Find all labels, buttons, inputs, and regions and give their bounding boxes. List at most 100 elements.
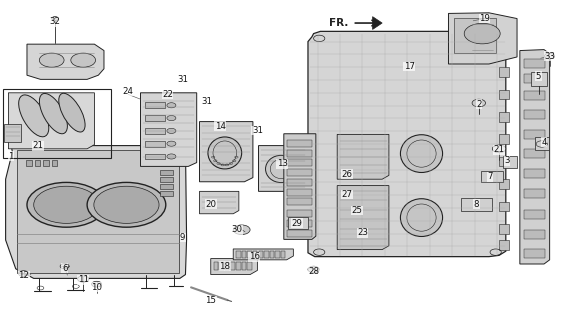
Bar [499,67,509,77]
Bar [236,251,241,258]
Polygon shape [520,50,550,264]
Bar [247,251,252,258]
Bar [499,202,509,211]
Bar [524,91,545,100]
Bar [524,189,545,198]
Bar [287,198,312,205]
Polygon shape [17,150,179,273]
Text: 22: 22 [162,90,173,99]
Text: 14: 14 [215,122,226,131]
Bar [219,262,224,270]
Bar [499,112,509,122]
Circle shape [167,154,176,159]
Polygon shape [200,191,239,214]
Bar [524,230,545,239]
Bar [214,262,218,270]
Bar [287,150,312,157]
Bar [145,115,165,121]
Ellipse shape [39,93,67,134]
Bar [264,251,269,258]
Bar [26,160,32,166]
Bar [287,169,312,176]
Text: 33: 33 [544,52,555,60]
Bar [535,137,549,150]
Bar [524,210,545,219]
Circle shape [39,53,64,67]
Text: 16: 16 [248,252,260,261]
Text: 32: 32 [49,17,61,26]
Text: 31: 31 [177,75,188,84]
Text: 31: 31 [201,97,212,106]
Polygon shape [284,134,316,239]
Bar [524,59,545,68]
Polygon shape [8,93,94,149]
Text: 28: 28 [308,267,319,276]
Bar [236,262,241,270]
Text: 10: 10 [91,283,102,292]
Text: 17: 17 [404,62,415,71]
Text: 19: 19 [479,14,490,23]
Circle shape [34,186,99,223]
Text: 21: 21 [493,145,505,154]
Bar [247,262,252,270]
Text: 26: 26 [342,170,353,179]
Bar [275,251,280,258]
Bar [287,210,312,217]
Circle shape [52,17,58,20]
Circle shape [94,186,159,223]
Polygon shape [259,146,308,191]
Text: 4: 4 [541,138,547,147]
Circle shape [308,266,319,273]
Polygon shape [233,249,293,260]
Text: 29: 29 [291,219,302,228]
Polygon shape [200,122,253,182]
Text: 2: 2 [476,100,482,108]
Circle shape [92,281,102,287]
Bar [524,149,545,158]
Bar [531,72,547,86]
Polygon shape [27,44,104,79]
Bar [160,191,173,196]
Ellipse shape [400,135,443,172]
Polygon shape [211,259,257,275]
Ellipse shape [400,199,443,236]
Circle shape [87,182,166,227]
Circle shape [27,182,106,227]
Bar [145,128,165,134]
Circle shape [71,53,96,67]
Circle shape [472,99,486,107]
Bar [253,251,257,258]
Text: 25: 25 [351,206,362,215]
Bar [160,177,173,182]
Bar [287,159,312,166]
Bar [524,130,545,139]
Bar [242,251,246,258]
Ellipse shape [59,93,85,132]
Circle shape [167,103,176,108]
Text: 27: 27 [342,190,353,199]
Text: 7: 7 [487,172,493,181]
Circle shape [545,53,555,59]
Text: 18: 18 [219,262,230,271]
Bar [287,189,312,196]
Bar [524,169,545,178]
Bar [35,160,40,166]
Bar [499,224,509,234]
Bar [524,249,545,258]
Text: 1: 1 [8,152,14,161]
Bar [503,156,517,168]
Text: 24: 24 [123,87,134,96]
Circle shape [167,116,176,121]
Bar [270,251,274,258]
Bar [230,262,235,270]
Text: 5: 5 [536,72,541,81]
Bar [524,74,545,83]
Polygon shape [6,146,187,278]
Bar [4,124,21,142]
Polygon shape [373,17,382,29]
Bar [145,141,165,147]
Polygon shape [481,171,503,182]
Text: 30: 30 [232,225,243,234]
Text: 11: 11 [78,276,89,284]
Text: 31: 31 [252,126,263,135]
